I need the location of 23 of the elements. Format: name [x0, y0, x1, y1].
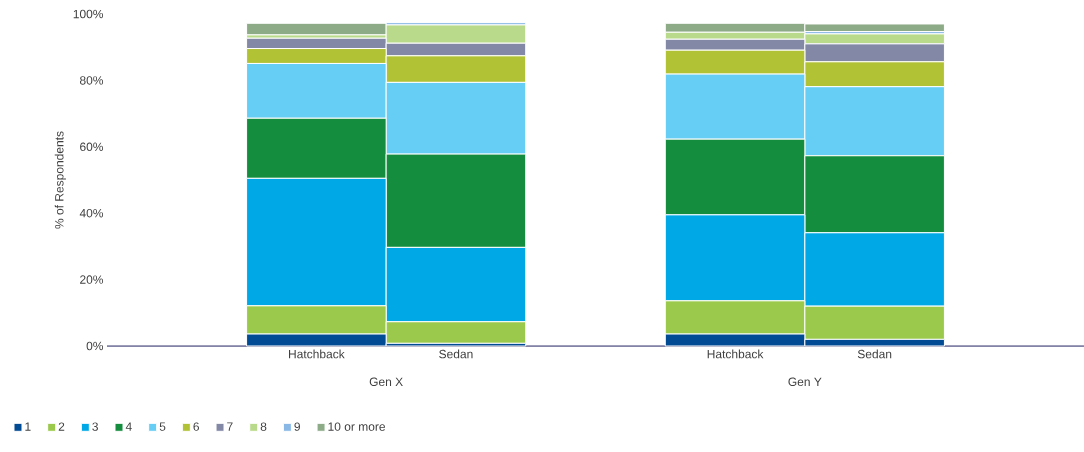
- legend-label: 5: [159, 422, 166, 431]
- legend-label: 8: [260, 422, 267, 431]
- y-axis-title: % of Respondents: [54, 131, 66, 229]
- legend-label: 6: [193, 422, 200, 431]
- text: Gen X: [369, 377, 403, 387]
- y-tick-label: 80%: [79, 76, 104, 85]
- y-tick-label: 100%: [73, 9, 104, 19]
- y-tick-label: 20%: [80, 275, 104, 284]
- y-tick-label: 60%: [80, 142, 104, 152]
- x-tick-label: Sedan: [439, 349, 473, 359]
- legend-label: 1: [25, 422, 31, 431]
- x-tick-label: Sedan: [857, 349, 892, 359]
- legend-label: 10 or more: [328, 422, 386, 431]
- y-tick-label: 40%: [79, 208, 104, 218]
- text: Gen Y: [788, 377, 822, 387]
- legend-label: 9: [294, 422, 300, 431]
- legend-label: 3: [92, 422, 98, 431]
- legend-label: 2: [58, 422, 65, 431]
- x-tick-label: Hatchback: [289, 349, 345, 359]
- legend-label: 7: [227, 422, 233, 431]
- legend-label: 4: [125, 422, 132, 431]
- x-tick-label: Hatchback: [707, 349, 764, 359]
- y-tick-label: 0%: [86, 341, 104, 351]
